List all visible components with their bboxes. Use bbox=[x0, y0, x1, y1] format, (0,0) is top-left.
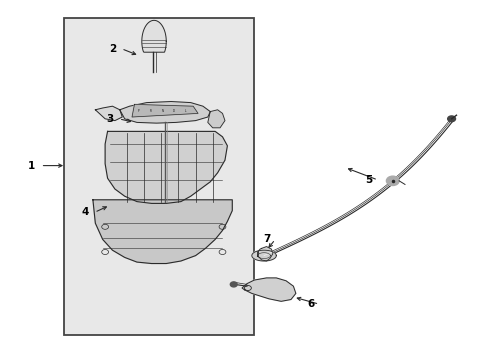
Polygon shape bbox=[95, 106, 122, 121]
Polygon shape bbox=[105, 131, 227, 203]
Text: 7: 7 bbox=[262, 234, 270, 244]
Polygon shape bbox=[120, 102, 210, 123]
Polygon shape bbox=[132, 104, 198, 117]
Text: R: R bbox=[149, 109, 151, 113]
Circle shape bbox=[230, 282, 237, 287]
Text: 4: 4 bbox=[81, 207, 89, 217]
Text: N: N bbox=[161, 109, 163, 113]
Text: D: D bbox=[173, 109, 175, 113]
Polygon shape bbox=[207, 110, 224, 128]
Circle shape bbox=[447, 116, 455, 122]
Text: 1: 1 bbox=[28, 161, 35, 171]
Text: 3: 3 bbox=[106, 114, 113, 124]
Circle shape bbox=[386, 176, 398, 185]
Text: P: P bbox=[138, 109, 140, 113]
Text: L: L bbox=[184, 109, 186, 113]
Polygon shape bbox=[251, 250, 276, 261]
Text: 6: 6 bbox=[306, 299, 313, 309]
Polygon shape bbox=[257, 247, 272, 261]
Text: 2: 2 bbox=[109, 44, 116, 54]
Text: 5: 5 bbox=[365, 175, 372, 185]
Bar bbox=[63, 18, 254, 335]
Polygon shape bbox=[242, 278, 295, 301]
Polygon shape bbox=[142, 21, 166, 52]
Polygon shape bbox=[93, 200, 232, 264]
